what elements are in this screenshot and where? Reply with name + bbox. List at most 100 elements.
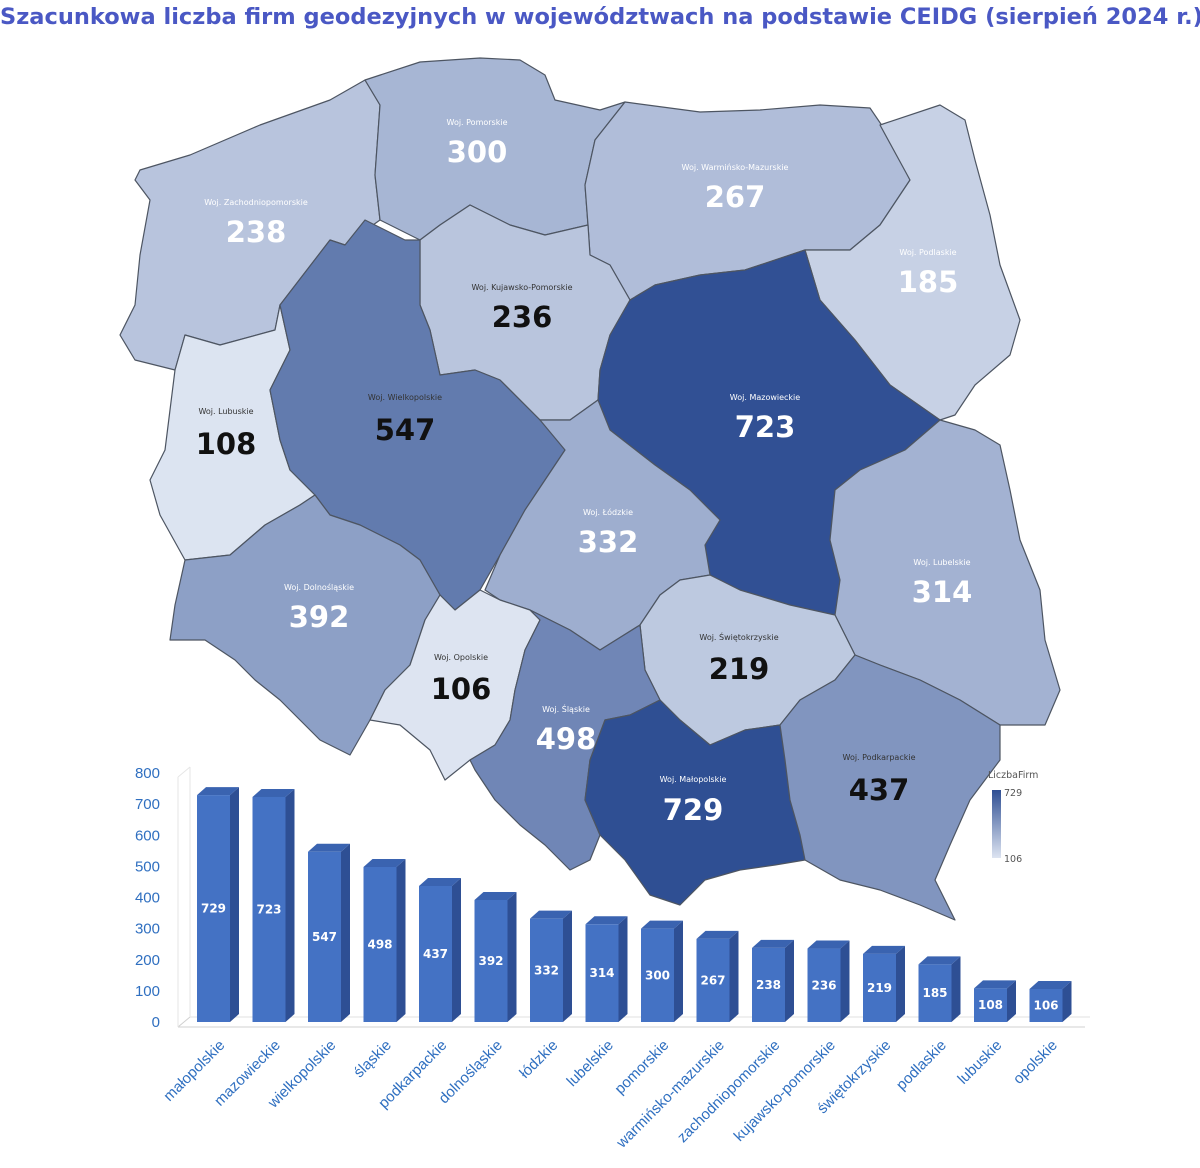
- bar-top: [530, 910, 572, 919]
- x-category-label: lubuskie: [954, 1037, 1005, 1088]
- bar-data-label: 219: [867, 981, 892, 995]
- region-name-podlaskie: Woj. Podlaskie: [899, 248, 956, 257]
- region-podkarpackie: Woj. Podkarpackie 437: [779, 654, 1001, 921]
- region-name-zachodniopomorskie: Woj. Zachodniopomorskie: [204, 198, 308, 207]
- bar-data-label: 185: [922, 986, 947, 1000]
- bar-side: [951, 956, 961, 1022]
- region-shape-podkarpackie: [779, 654, 1001, 921]
- bar-12: 219: [863, 945, 905, 1022]
- map-legend: LiczbaFirm 729 106: [988, 770, 1038, 865]
- legend-gradient-bar: [992, 790, 1001, 858]
- bar-data-label: 392: [478, 954, 503, 968]
- bar-top: [974, 980, 1016, 989]
- bar-1: 723: [252, 788, 295, 1022]
- y-tick-label: 500: [135, 858, 160, 875]
- x-category-label: kujawsko-pomorskie: [731, 1037, 839, 1145]
- x-category-label: łódzkie: [516, 1037, 561, 1082]
- region-name-malopolskie: Woj. Małopolskie: [660, 775, 727, 784]
- region-value-zachodniopomorskie: 238: [226, 215, 287, 249]
- bar-top: [419, 877, 461, 886]
- bar-data-label: 547: [312, 930, 337, 944]
- bar-top: [752, 939, 794, 948]
- region-name-slaskie: Woj. Śląskie: [542, 703, 590, 714]
- bar-data-label: 332: [534, 963, 559, 977]
- bar-side: [396, 858, 406, 1022]
- bar-side: [785, 939, 794, 1022]
- page-title: Szacunkowa liczba firm geodezyjnych w wo…: [0, 4, 1200, 30]
- region-value-podlaskie: 185: [898, 265, 959, 299]
- x-category-label: lubelskie: [564, 1037, 617, 1090]
- x-category-label: śląskie: [350, 1037, 394, 1081]
- bar-side: [563, 910, 572, 1022]
- bar-front: [807, 948, 841, 1022]
- bar-front: [974, 988, 1007, 1022]
- bar-data-label: 314: [589, 966, 614, 980]
- y-tick-label: 200: [135, 952, 160, 969]
- bar-top: [474, 891, 517, 900]
- bar-8: 300: [641, 920, 683, 1022]
- region-shape-podlaskie: [804, 104, 1021, 421]
- y-tick-label: 400: [135, 890, 160, 907]
- bar-data-label: 498: [367, 937, 392, 951]
- bar-11: 236: [807, 940, 850, 1022]
- bar-front: [585, 924, 619, 1022]
- region-opolskie: Woj. Opolskie 106: [369, 589, 541, 781]
- region-value-swietokrzyskie: 219: [709, 652, 770, 686]
- bar-data-label: 267: [700, 973, 725, 987]
- region-value-lodzkie: 332: [578, 525, 639, 559]
- bar-side: [1007, 980, 1016, 1022]
- region-name-dolnoslaskie: Woj. Dolnośląskie: [284, 582, 354, 592]
- region-podlaskie: Woj. Podlaskie 185: [804, 104, 1021, 421]
- region-pomorskie: Woj. Pomorskie 300: [364, 57, 626, 241]
- bar-top: [308, 843, 350, 852]
- bar-6: 332: [530, 910, 572, 1022]
- bar-front: [918, 964, 952, 1022]
- region-value-dolnoslaskie: 392: [289, 600, 350, 634]
- region-value-pomorskie: 300: [447, 135, 508, 169]
- bar-side: [618, 916, 628, 1022]
- legend-title: LiczbaFirm: [988, 770, 1038, 781]
- bar-front: [252, 796, 286, 1022]
- y-tick-label: 800: [135, 765, 160, 782]
- bar-7: 314: [585, 916, 628, 1022]
- region-value-wielkopolskie: 547: [375, 413, 436, 447]
- bar-top: [1029, 981, 1072, 990]
- bar-front: [308, 851, 341, 1022]
- bar-top: [807, 940, 850, 949]
- bar-front: [641, 928, 674, 1022]
- bar-side: [1062, 981, 1072, 1022]
- bar-data-label: 300: [645, 968, 670, 982]
- bar-front: [197, 795, 230, 1022]
- bar-data-label: 723: [256, 902, 281, 916]
- bar-top: [197, 787, 239, 796]
- bar-top: [252, 788, 295, 797]
- bar-top: [918, 956, 961, 965]
- bar-top: [585, 916, 628, 925]
- bar-top: [863, 945, 905, 954]
- region-value-kujawsko-pomorskie: 236: [492, 300, 553, 334]
- y-tick-label: 600: [135, 827, 160, 844]
- region-name-lubuskie: Woj. Lubuskie: [198, 407, 253, 416]
- bar-data-label: 108: [978, 998, 1003, 1012]
- region-value-podkarpackie: 437: [849, 773, 910, 807]
- region-value-opolskie: 106: [431, 672, 492, 706]
- y-tick-label: 700: [135, 796, 160, 813]
- region-value-malopolskie: 729: [663, 793, 724, 827]
- bar-14: 108: [974, 980, 1016, 1022]
- region-name-kujawsko-pomorskie: Woj. Kujawsko-Pomorskie: [471, 283, 572, 292]
- bar-side: [452, 877, 461, 1022]
- bar-front: [863, 953, 896, 1022]
- bar-side: [674, 920, 683, 1022]
- x-category-label: zachodniopomorskie: [674, 1037, 783, 1146]
- x-category-label: podlaskie: [893, 1037, 950, 1094]
- x-category-label: warmińsko-mazurskie: [613, 1037, 728, 1152]
- bar-top: [641, 920, 683, 929]
- bar-front: [474, 899, 508, 1022]
- bar-5: 392: [474, 891, 517, 1022]
- region-slaskie: Woj. Śląskie 498: [469, 609, 661, 871]
- region-name-swietokrzyskie: Woj. Świętokrzyskie: [699, 631, 778, 642]
- y-tick-label: 100: [135, 983, 160, 1000]
- bar-front: [696, 938, 730, 1022]
- bar-data-label: 238: [756, 978, 781, 992]
